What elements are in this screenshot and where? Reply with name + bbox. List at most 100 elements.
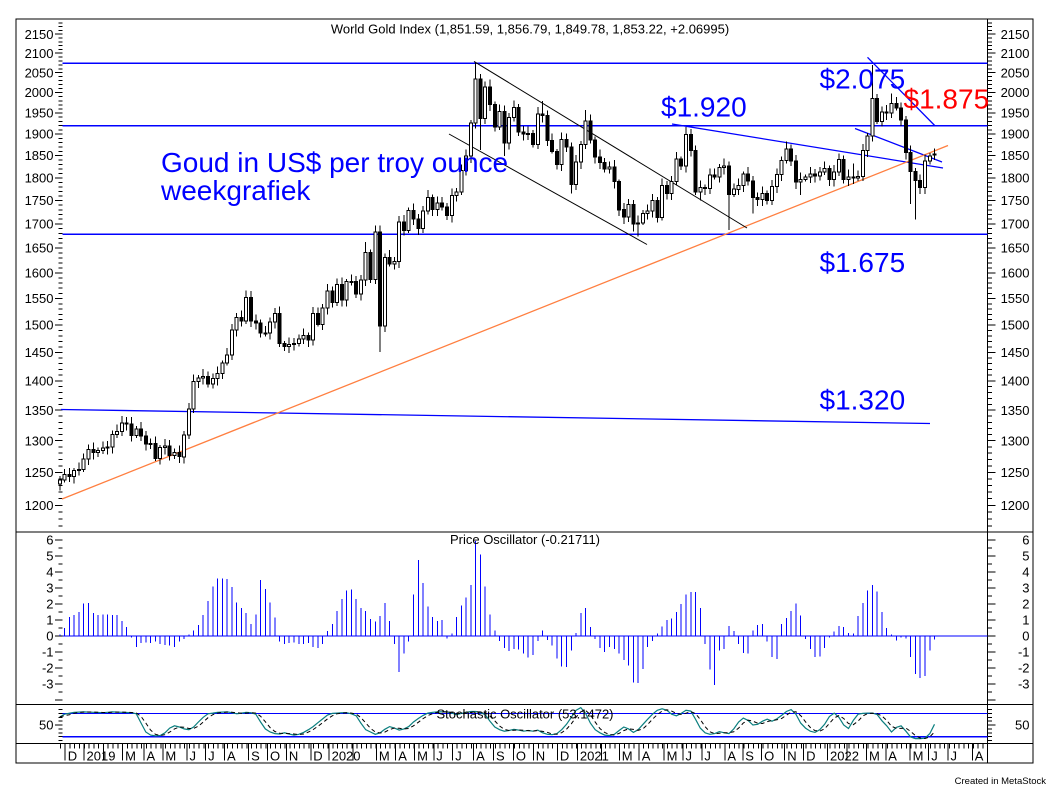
svg-text:M: M	[622, 749, 633, 764]
svg-text:1550: 1550	[25, 291, 54, 306]
svg-text:1600: 1600	[25, 266, 54, 281]
svg-text:2021: 2021	[580, 749, 609, 764]
svg-text:O: O	[270, 749, 280, 764]
svg-text:J: J	[455, 749, 462, 764]
svg-text:2022: 2022	[830, 749, 859, 764]
svg-text:6: 6	[46, 533, 53, 548]
svg-text:S: S	[251, 749, 260, 764]
svg-text:$2.075: $2.075	[820, 64, 906, 95]
svg-text:A: A	[398, 749, 407, 764]
svg-text:2000: 2000	[25, 85, 54, 100]
svg-text:1500: 1500	[25, 318, 54, 333]
svg-text:1650: 1650	[25, 241, 54, 256]
svg-text:A: A	[147, 749, 156, 764]
svg-text:A: A	[975, 749, 984, 764]
svg-text:O: O	[764, 749, 774, 764]
svg-text:N: N	[289, 749, 298, 764]
svg-text:5: 5	[46, 549, 53, 564]
svg-text:M: M	[165, 749, 176, 764]
svg-text:1800: 1800	[25, 170, 54, 185]
svg-text:1900: 1900	[25, 127, 54, 142]
svg-text:1850: 1850	[1001, 148, 1030, 163]
svg-text:1950: 1950	[1001, 106, 1030, 121]
svg-text:1550: 1550	[1001, 291, 1030, 306]
svg-text:M: M	[379, 749, 390, 764]
svg-text:2100: 2100	[1001, 46, 1030, 61]
svg-text:weekgrafiek: weekgrafiek	[160, 175, 311, 206]
svg-text:A: A	[642, 749, 651, 764]
svg-text:J: J	[931, 749, 938, 764]
svg-text:A: A	[727, 749, 736, 764]
svg-text:M: M	[125, 749, 136, 764]
svg-text:2050: 2050	[25, 65, 54, 80]
svg-text:2050: 2050	[1001, 65, 1030, 80]
svg-text:1350: 1350	[1001, 403, 1030, 418]
svg-text:D: D	[560, 749, 569, 764]
svg-text:J: J	[951, 749, 958, 764]
svg-text:4: 4	[46, 565, 53, 580]
svg-text:2000: 2000	[1001, 85, 1030, 100]
svg-text:2: 2	[46, 597, 53, 612]
svg-text:1250: 1250	[25, 465, 54, 480]
svg-text:1300: 1300	[1001, 433, 1030, 448]
svg-text:J: J	[704, 749, 711, 764]
svg-text:Stochastic Oscillator (53.1472: Stochastic Oscillator (53.1472)	[436, 707, 613, 722]
svg-text:Price Oscillator (-0.21711): Price Oscillator (-0.21711)	[450, 532, 600, 547]
svg-text:5: 5	[1022, 549, 1029, 564]
svg-text:2019: 2019	[87, 749, 116, 764]
svg-text:1200: 1200	[25, 498, 54, 513]
svg-text:1250: 1250	[1001, 465, 1030, 480]
svg-text:$1.920: $1.920	[661, 92, 747, 123]
svg-text:D: D	[313, 749, 322, 764]
svg-text:1750: 1750	[25, 193, 54, 208]
svg-text:1900: 1900	[1001, 127, 1030, 142]
svg-text:O: O	[516, 749, 526, 764]
svg-text:1600: 1600	[1001, 266, 1030, 281]
svg-text:-1: -1	[42, 645, 54, 660]
svg-text:1: 1	[1022, 613, 1029, 628]
svg-text:$1.875: $1.875	[904, 84, 990, 115]
svg-text:2150: 2150	[25, 27, 54, 42]
svg-text:Created in MetaStock: Created in MetaStock	[955, 776, 1047, 787]
svg-text:1800: 1800	[1001, 170, 1030, 185]
svg-text:3: 3	[1022, 581, 1029, 596]
svg-text:1500: 1500	[1001, 318, 1030, 333]
svg-text:2100: 2100	[25, 46, 54, 61]
svg-text:1700: 1700	[25, 217, 54, 232]
svg-text:1400: 1400	[1001, 373, 1030, 388]
svg-text:A: A	[476, 749, 485, 764]
svg-text:1: 1	[46, 613, 53, 628]
svg-text:1200: 1200	[1001, 498, 1030, 513]
svg-text:3: 3	[46, 581, 53, 596]
svg-text:N: N	[536, 749, 545, 764]
svg-text:-2: -2	[1018, 661, 1030, 676]
svg-text:M: M	[913, 749, 924, 764]
svg-text:M: M	[869, 749, 880, 764]
svg-text:50: 50	[1015, 718, 1029, 733]
svg-text:J: J	[190, 749, 197, 764]
svg-text:1950: 1950	[25, 106, 54, 121]
svg-text:6: 6	[1022, 533, 1029, 548]
svg-text:0: 0	[46, 629, 53, 644]
svg-text:A: A	[227, 749, 236, 764]
svg-text:Goud in US$ per troy ounce: Goud in US$ per troy ounce	[161, 147, 508, 178]
svg-text:1300: 1300	[25, 433, 54, 448]
svg-text:-1: -1	[1018, 645, 1030, 660]
svg-text:1400: 1400	[25, 373, 54, 388]
svg-text:0: 0	[1022, 629, 1029, 644]
svg-text:J: J	[686, 749, 693, 764]
svg-text:S: S	[496, 749, 505, 764]
svg-text:1650: 1650	[1001, 241, 1030, 256]
svg-text:1450: 1450	[1001, 345, 1030, 360]
svg-text:D: D	[68, 749, 77, 764]
svg-text:2: 2	[1022, 597, 1029, 612]
svg-text:-2: -2	[42, 661, 54, 676]
svg-text:2020: 2020	[332, 749, 361, 764]
svg-text:50: 50	[39, 718, 53, 733]
svg-text:-3: -3	[1018, 677, 1030, 692]
svg-text:N: N	[787, 749, 796, 764]
svg-text:D: D	[806, 749, 815, 764]
svg-text:World Gold Index (1,851.59, 1,: World Gold Index (1,851.59, 1,856.79, 1,…	[331, 22, 729, 37]
svg-text:1700: 1700	[1001, 217, 1030, 232]
svg-text:1850: 1850	[25, 148, 54, 163]
